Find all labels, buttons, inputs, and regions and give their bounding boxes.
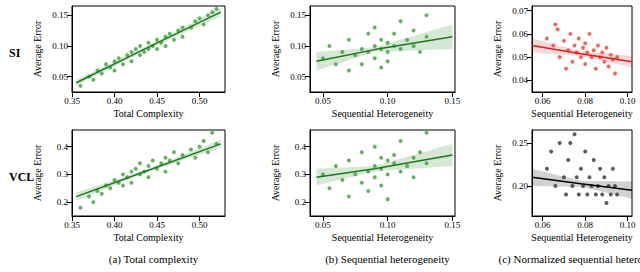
svg-text:0.2: 0.2	[57, 197, 68, 207]
svg-text:Average Error: Average Error	[31, 144, 43, 202]
svg-text:0.05: 0.05	[315, 220, 331, 230]
svg-text:0.06: 0.06	[535, 96, 551, 106]
svg-text:Sequential Heterogeneity: Sequential Heterogeneity	[531, 232, 632, 243]
svg-text:Total Complexity: Total Complexity	[113, 232, 183, 243]
svg-text:Average Error: Average Error	[492, 144, 503, 201]
svg-text:Sequential Heterogeneity: Sequential Heterogeneity	[332, 108, 433, 119]
svg-text:0.40: 0.40	[107, 220, 123, 230]
svg-text:0.05: 0.05	[52, 72, 68, 82]
svg-text:0.05: 0.05	[290, 72, 306, 82]
svg-text:Average Error: Average Error	[32, 20, 43, 77]
svg-text:0.08: 0.08	[577, 96, 593, 106]
svg-text:Total Complexity: Total Complexity	[113, 108, 183, 119]
svg-text:0.45: 0.45	[149, 96, 165, 106]
svg-text:0.10: 0.10	[380, 220, 396, 230]
svg-text:0.35: 0.35	[64, 220, 80, 230]
svg-text:(a) Total complexity: (a) Total complexity	[109, 253, 199, 266]
svg-text:0.3: 0.3	[295, 169, 307, 179]
svg-text:0.10: 0.10	[52, 41, 68, 51]
svg-text:0.50: 0.50	[192, 220, 208, 230]
svg-text:0.15: 0.15	[445, 96, 461, 106]
svg-text:0.10: 0.10	[620, 96, 636, 106]
svg-text:Average Error: Average Error	[270, 144, 281, 201]
svg-text:0.05: 0.05	[512, 52, 528, 62]
svg-text:0.25: 0.25	[512, 138, 528, 148]
svg-text:0.10: 0.10	[620, 220, 636, 230]
svg-text:Average Error: Average Error	[492, 20, 503, 77]
svg-text:0.04: 0.04	[512, 75, 528, 85]
svg-text:0.15: 0.15	[52, 10, 68, 20]
svg-text:Average Error: Average Error	[270, 20, 281, 77]
svg-text:0.20: 0.20	[512, 181, 528, 191]
svg-text:0.35: 0.35	[64, 96, 80, 106]
svg-text:0.4: 0.4	[295, 142, 307, 152]
svg-text:0.2: 0.2	[295, 197, 306, 207]
svg-text:(c) Normalized sequential hete: (c) Normalized sequential heterogeneity	[499, 253, 640, 266]
svg-text:0.4: 0.4	[57, 142, 69, 152]
svg-text:0.06: 0.06	[512, 29, 528, 39]
svg-text:0.07: 0.07	[512, 6, 528, 16]
svg-text:0.50: 0.50	[192, 96, 208, 106]
svg-text:0.08: 0.08	[577, 220, 593, 230]
svg-text:0.10: 0.10	[290, 41, 306, 51]
svg-text:Sequential Heterogeneity: Sequential Heterogeneity	[531, 108, 632, 119]
svg-text:0.15: 0.15	[290, 10, 306, 20]
svg-text:0.05: 0.05	[315, 96, 331, 106]
svg-text:0.10: 0.10	[380, 96, 396, 106]
svg-text:0.3: 0.3	[57, 169, 69, 179]
svg-text:VCL: VCL	[9, 170, 34, 184]
svg-text:SI: SI	[9, 46, 21, 60]
svg-text:0.06: 0.06	[535, 220, 551, 230]
svg-text:0.40: 0.40	[107, 96, 123, 106]
svg-text:0.15: 0.15	[445, 220, 461, 230]
svg-text:0.45: 0.45	[149, 220, 165, 230]
svg-text:(b) Sequential heterogeneity: (b) Sequential heterogeneity	[325, 253, 450, 266]
svg-text:Sequential Heterogeneity: Sequential Heterogeneity	[332, 232, 433, 243]
